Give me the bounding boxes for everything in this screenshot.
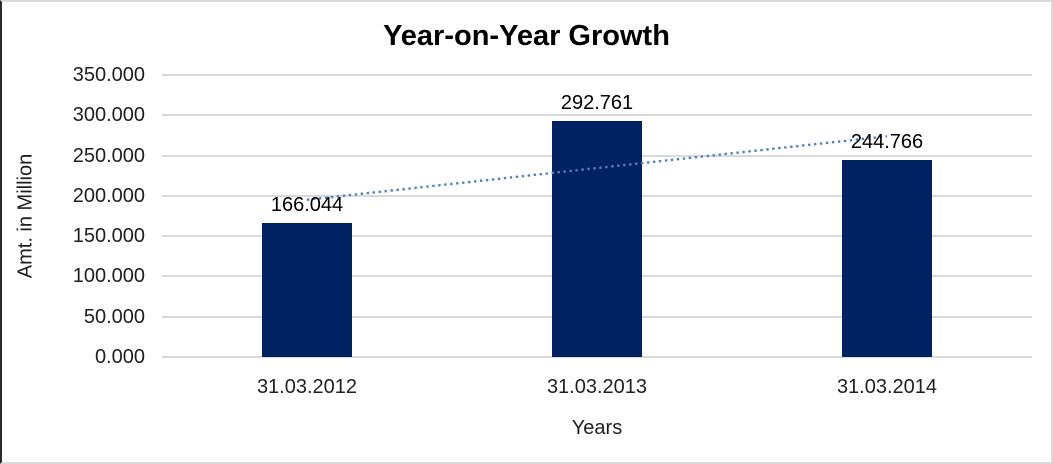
x-tick-label: 31.03.2012: [256, 376, 358, 398]
bar: [262, 223, 352, 357]
x-tick-label: 31.03.2014: [836, 376, 938, 398]
y-tick-label: 0.000: [94, 346, 145, 368]
trendline: [306, 135, 888, 201]
chart-title: Year-on-Year Growth: [383, 20, 670, 52]
x-tick-label: 31.03.2013: [546, 376, 648, 398]
y-tick-label: 50.000: [83, 305, 145, 328]
y-tick-label: 250.000: [72, 144, 145, 167]
y-tick-label: 150.000: [72, 225, 145, 248]
data-label: 244.766: [850, 131, 924, 153]
data-label: 292.761: [560, 92, 634, 114]
y-axis-title-text: Amt. in Million: [14, 153, 37, 279]
data-label: 166.044: [270, 194, 344, 216]
plot-area: 166.044 292.761 244.766: [162, 74, 1032, 358]
bar: [552, 121, 642, 357]
y-tick-label: 200.000: [72, 184, 145, 207]
gridline: [162, 114, 1032, 117]
y-tick-label: 300.000: [72, 104, 145, 127]
gridline: [162, 356, 1032, 358]
y-tick-label: 350.000: [72, 64, 145, 86]
bar: [842, 160, 932, 357]
gridline: [162, 74, 1032, 76]
x-axis-title: Years: [571, 417, 623, 439]
y-tick-label: 100.000: [72, 265, 145, 288]
